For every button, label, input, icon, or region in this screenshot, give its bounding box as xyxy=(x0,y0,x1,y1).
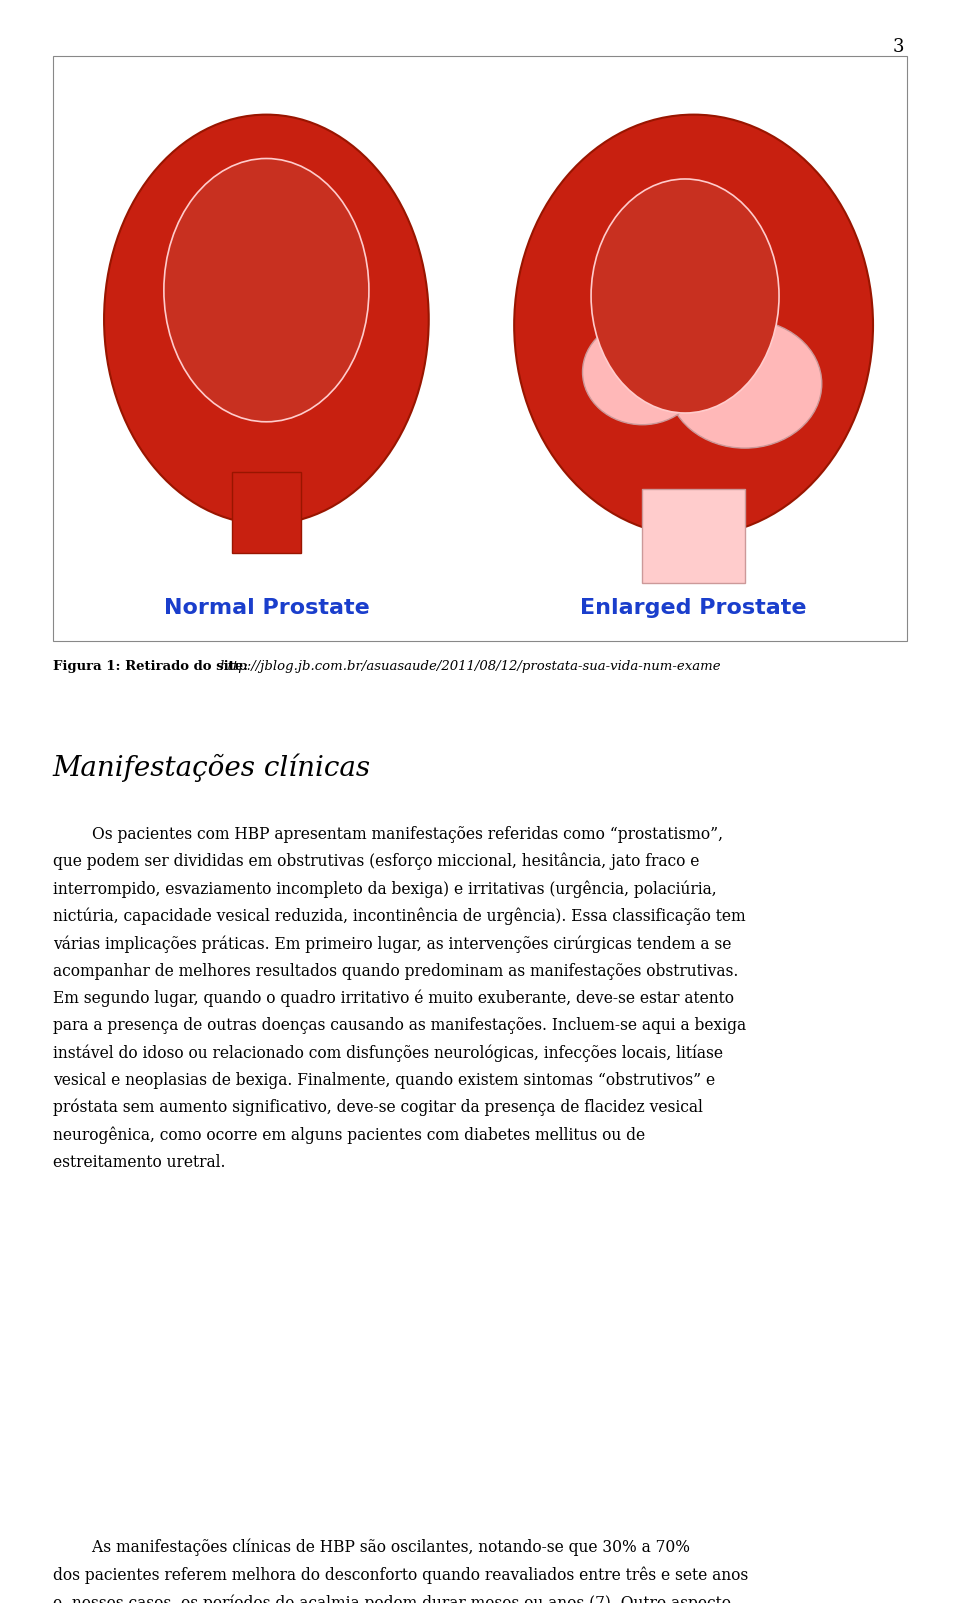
Ellipse shape xyxy=(583,319,702,425)
Ellipse shape xyxy=(515,115,873,535)
Bar xyxy=(232,471,300,553)
Bar xyxy=(53,56,907,641)
Text: Enlarged Prostate: Enlarged Prostate xyxy=(581,598,806,617)
Text: http://jblog.jb.com.br/asuasaude/2011/08/12/prostata-sua-vida-num-exame: http://jblog.jb.com.br/asuasaude/2011/08… xyxy=(220,660,721,673)
Ellipse shape xyxy=(164,159,369,422)
Bar xyxy=(642,489,745,583)
Text: Manifestações clínicas: Manifestações clínicas xyxy=(53,753,371,782)
Text: Os pacientes com HBP apresentam manifestações referidas como “prostatismo”,
que : Os pacientes com HBP apresentam manifest… xyxy=(53,826,746,1170)
Ellipse shape xyxy=(104,115,429,524)
Ellipse shape xyxy=(668,319,822,449)
Text: As manifestações clínicas de HBP são oscilantes, notando-se que 30% a 70%
dos pa: As manifestações clínicas de HBP são osc… xyxy=(53,1539,748,1603)
Ellipse shape xyxy=(591,180,780,414)
Text: Figura 1: Retirado do site:: Figura 1: Retirado do site: xyxy=(53,660,252,673)
Text: Normal Prostate: Normal Prostate xyxy=(163,598,370,617)
Text: 3: 3 xyxy=(893,38,904,56)
